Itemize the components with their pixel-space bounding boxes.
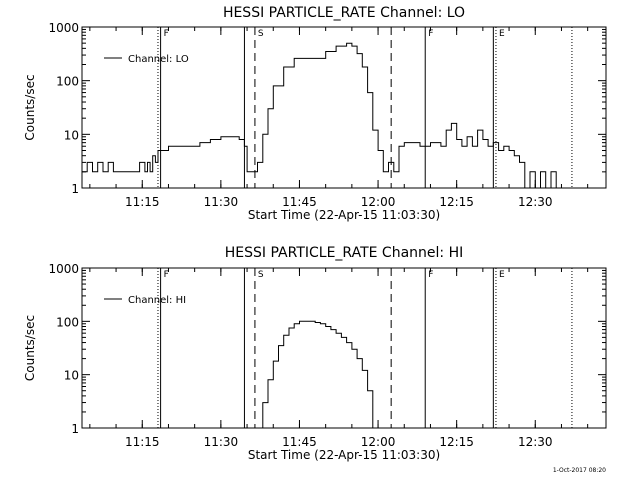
chart-0-plot: HESSI PARTICLE_RATE Channel: LO 1 10 100 100… <box>23 5 607 222</box>
chart-0-y-tick-label: 1 <box>71 182 79 196</box>
chart-0-x-axis-label: Start Time (22-Apr-15 11:03:30) <box>248 208 440 222</box>
chart-1-series-0-line <box>260 320 374 429</box>
chart-1-marker-label: E <box>499 270 505 280</box>
chart-1-y-tick-label: 100 <box>56 315 79 329</box>
chart-0-x-tick-label: 11:45 <box>282 195 317 209</box>
chart-0-y-tick-label: 1000 <box>48 21 79 35</box>
chart-0-marker-label: E <box>499 29 505 39</box>
chart-1-frame <box>81 267 607 429</box>
chart-1-x-tick-label: 12:30 <box>518 435 553 449</box>
chart-0-y-tick-label: 100 <box>56 75 79 89</box>
chart-1-marker-label: F <box>164 270 169 280</box>
chart-0-title: HESSI PARTICLE_RATE Channel: LO <box>223 5 465 21</box>
chart-0-x-tick-label: 11:30 <box>204 195 239 209</box>
chart-1-y-tick-label: 1 <box>71 422 79 436</box>
chart-1-x-tick-label: 12:00 <box>361 435 396 449</box>
chart-1-plot: HESSI PARTICLE_RATE Channel: HI 1 10 100 100… <box>23 245 607 462</box>
chart-1-x-tick-label: 12:15 <box>439 435 474 449</box>
chart-1-x-tick-label: 11:30 <box>204 435 239 449</box>
plot-timestamp: 1-Oct-2017 08:20 <box>553 467 606 474</box>
chart-1-marker-label: S <box>258 270 264 280</box>
chart-0-x-tick-label: 12:30 <box>518 195 553 209</box>
chart-0-marker-label: F <box>164 29 169 39</box>
chart-0-series-0-line <box>82 42 557 189</box>
chart-1-x-tick-label: 11:15 <box>125 435 160 449</box>
chart-1-marker-label: F <box>428 270 433 280</box>
chart-1-x-axis-label: Start Time (22-Apr-15 11:03:30) <box>248 448 440 462</box>
chart-1-title: HESSI PARTICLE_RATE Channel: HI <box>225 245 463 261</box>
chart-1-y-tick-label: 1000 <box>48 262 79 276</box>
chart-0-x-tick-label: 11:15 <box>125 195 160 209</box>
chart-1-legend-label: Channel: HI <box>128 295 186 306</box>
chart-0-y-axis-label: Counts/sec <box>23 74 37 140</box>
chart-0-marker-label: S <box>258 29 264 39</box>
chart-0-x-tick-label: 12:00 <box>361 195 396 209</box>
chart-0-legend-label: Channel: LO <box>128 54 189 65</box>
chart-1-x-tick-label: 11:45 <box>282 435 317 449</box>
chart-0-marker-label: F <box>428 29 433 39</box>
chart-0-y-tick-label: 10 <box>64 128 79 142</box>
chart-1-y-tick-label: 10 <box>64 369 79 383</box>
chart-0-x-tick-label: 12:15 <box>439 195 474 209</box>
chart-0-frame <box>81 26 607 189</box>
chart-1-y-axis-label: Counts/sec <box>23 315 37 381</box>
